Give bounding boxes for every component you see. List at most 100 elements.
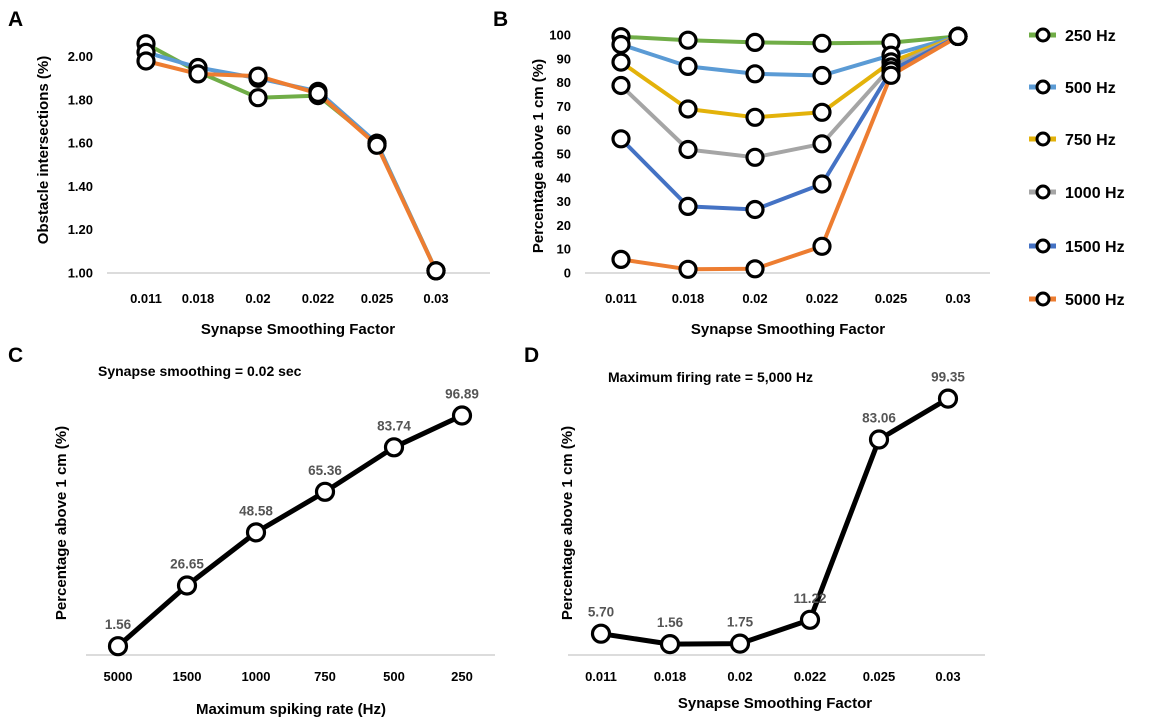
data-point	[426, 261, 446, 281]
data-point	[611, 34, 631, 55]
panel-b-y-ticks: 0 10 20 30 40 50 60 70 80 90 100	[549, 28, 571, 281]
data-point	[245, 522, 267, 543]
y-tick-label: 90	[557, 51, 571, 66]
data-point	[678, 196, 698, 216]
x-tick-label: 0.025	[361, 291, 394, 306]
x-tick-label: 0.03	[935, 669, 960, 684]
x-tick-label: 1000	[242, 669, 271, 684]
x-tick-label: 0.018	[182, 291, 215, 306]
data-point	[812, 102, 832, 122]
panel-b-legend: 250 Hz 500 Hz 750 Hz 1000 Hz 1500 Hz 5000 Hz	[1029, 27, 1125, 309]
y-tick-label: 2.00	[68, 49, 93, 64]
data-label: 1.56	[657, 615, 684, 630]
panel-a-letter: A	[8, 8, 23, 31]
legend-marker	[1035, 27, 1051, 43]
panel-a-y-title: Obstacle intersections (%)	[35, 56, 52, 244]
panel-a-x-title: Synapse Smoothing Factor	[201, 321, 395, 338]
y-tick-label: 0	[564, 266, 571, 281]
data-point	[248, 66, 268, 86]
panel-a-series	[136, 34, 446, 281]
data-point	[188, 64, 208, 84]
data-point	[314, 481, 336, 502]
legend-label: 500 Hz	[1065, 80, 1116, 97]
panel-a-y-ticks: 1.00 1.20 1.40 1.60 1.80 2.00	[68, 49, 93, 280]
data-point	[383, 437, 405, 458]
y-tick-label: 30	[557, 194, 571, 209]
series-line	[619, 34, 960, 272]
data-label: 65.36	[308, 463, 342, 478]
data-point	[812, 33, 832, 53]
data-label: 48.58	[239, 503, 273, 518]
x-tick-label: 0.022	[302, 291, 335, 306]
series-line	[619, 34, 960, 212]
panel-c-x-ticks: 5000 1500 1000 750 500 250	[104, 669, 473, 684]
x-tick-label: 0.03	[945, 291, 970, 306]
legend-label: 1500 Hz	[1065, 239, 1125, 256]
series-line	[619, 34, 960, 160]
x-tick-label: 0.02	[245, 291, 270, 306]
data-point	[248, 88, 268, 108]
panel-d-series: 5.70 1.56 1.75 11.22 83.06 99.35	[588, 370, 965, 655]
data-point	[812, 174, 832, 194]
y-tick-label: 20	[557, 218, 571, 233]
panel-b-x-ticks: 0.011 0.018 0.02 0.022 0.025 0.03	[605, 291, 971, 306]
legend-label: 250 Hz	[1065, 28, 1116, 45]
data-point	[868, 429, 890, 450]
y-tick-label: 80	[557, 75, 571, 90]
legend-marker	[1035, 79, 1051, 95]
data-label: 83.06	[862, 411, 896, 426]
legend-label: 1000 Hz	[1065, 185, 1125, 202]
legend-marker	[1035, 131, 1051, 147]
panel-b-letter: B	[493, 8, 508, 31]
series-line	[619, 34, 960, 78]
data-label: 11.22	[793, 591, 826, 606]
data-label: 99.35	[931, 370, 965, 385]
panel-d-x-title: Synapse Smoothing Factor	[678, 695, 872, 712]
y-tick-label: 40	[557, 170, 571, 185]
y-tick-label: 1.60	[68, 136, 93, 151]
x-tick-label: 0.011	[130, 291, 162, 306]
legend-label: 5000 Hz	[1065, 292, 1125, 309]
panel-d-y-title: Percentage above 1 cm (%)	[559, 426, 576, 620]
x-tick-label: 1500	[173, 669, 202, 684]
x-tick-label: 0.018	[672, 291, 705, 306]
panel-b-series	[611, 26, 968, 279]
data-label: 83.74	[377, 418, 411, 433]
data-point	[937, 388, 959, 409]
data-point	[136, 51, 156, 71]
data-point	[948, 26, 968, 47]
x-tick-label: 0.025	[875, 291, 908, 306]
data-point	[745, 259, 765, 279]
y-tick-label: 1.00	[68, 266, 93, 281]
data-point	[678, 30, 698, 50]
series-line	[598, 396, 951, 647]
x-tick-label: 0.02	[727, 669, 752, 684]
y-tick-label: 70	[557, 99, 571, 114]
legend-marker	[1035, 184, 1051, 200]
panel-c-x-title: Maximum spiking rate (Hz)	[196, 701, 386, 718]
data-label: 96.89	[445, 387, 479, 402]
panel-b-y-title: Percentage above 1 cm (%)	[530, 59, 547, 253]
data-label: 1.75	[727, 615, 754, 630]
panel-c-note: Synapse smoothing = 0.02 sec	[98, 363, 302, 379]
x-tick-label: 0.03	[423, 291, 448, 306]
data-point	[881, 65, 901, 85]
x-tick-label: 5000	[104, 669, 133, 684]
series-line	[619, 34, 960, 46]
panel-a-x-ticks: 0.011 0.018 0.02 0.022 0.025 0.03	[130, 291, 449, 306]
panel-b-x-title: Synapse Smoothing Factor	[691, 321, 885, 338]
x-tick-label: 250	[451, 669, 473, 684]
data-point	[745, 199, 765, 220]
data-point	[678, 56, 698, 77]
data-point	[745, 32, 765, 53]
data-point	[611, 249, 631, 269]
data-point	[745, 147, 765, 167]
data-point	[678, 139, 698, 160]
x-tick-label: 500	[383, 669, 405, 684]
series-line	[115, 413, 465, 649]
data-point	[611, 75, 631, 96]
data-point	[176, 575, 198, 596]
data-point	[590, 623, 612, 644]
panel-c-letter: C	[8, 344, 23, 367]
